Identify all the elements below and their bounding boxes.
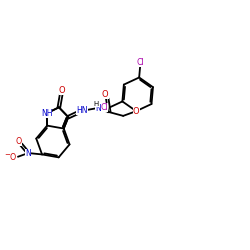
Text: HN: HN bbox=[76, 106, 88, 115]
Text: N: N bbox=[96, 104, 101, 113]
Text: Cl: Cl bbox=[137, 58, 145, 67]
Text: O: O bbox=[9, 153, 15, 162]
Text: NH: NH bbox=[41, 109, 52, 118]
Text: O: O bbox=[133, 107, 140, 116]
Text: H: H bbox=[94, 101, 99, 107]
Text: O: O bbox=[59, 86, 65, 95]
Text: −: − bbox=[4, 152, 10, 158]
Text: O: O bbox=[16, 137, 22, 146]
Text: N: N bbox=[26, 148, 31, 158]
Text: O: O bbox=[102, 90, 108, 100]
Text: Cl: Cl bbox=[101, 103, 108, 112]
